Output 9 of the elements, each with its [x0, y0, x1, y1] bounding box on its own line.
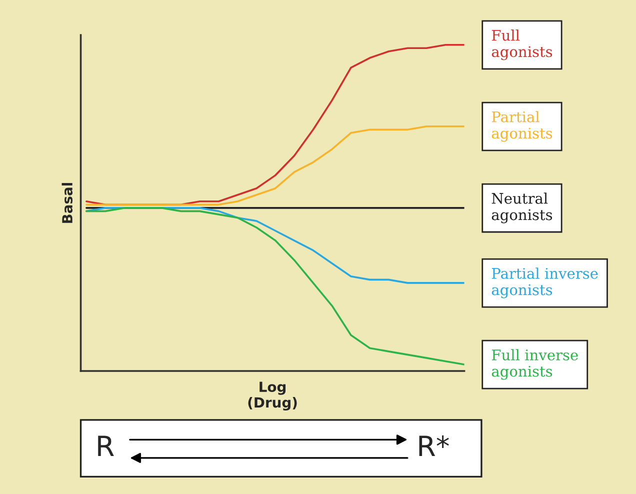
series-label: Full inverse agonists	[492, 349, 578, 380]
x-axis-title: Log (Drug)	[248, 382, 297, 411]
series-label: Partial agonists	[492, 111, 552, 142]
text: R*	[419, 435, 449, 456]
y-axis-title: Basal	[62, 183, 73, 223]
series-label: Full agonists	[492, 30, 552, 60]
series-label: Partial inverse agonists	[492, 268, 598, 298]
series-label: Neutral agonists	[492, 192, 552, 224]
text: R	[98, 436, 114, 456]
